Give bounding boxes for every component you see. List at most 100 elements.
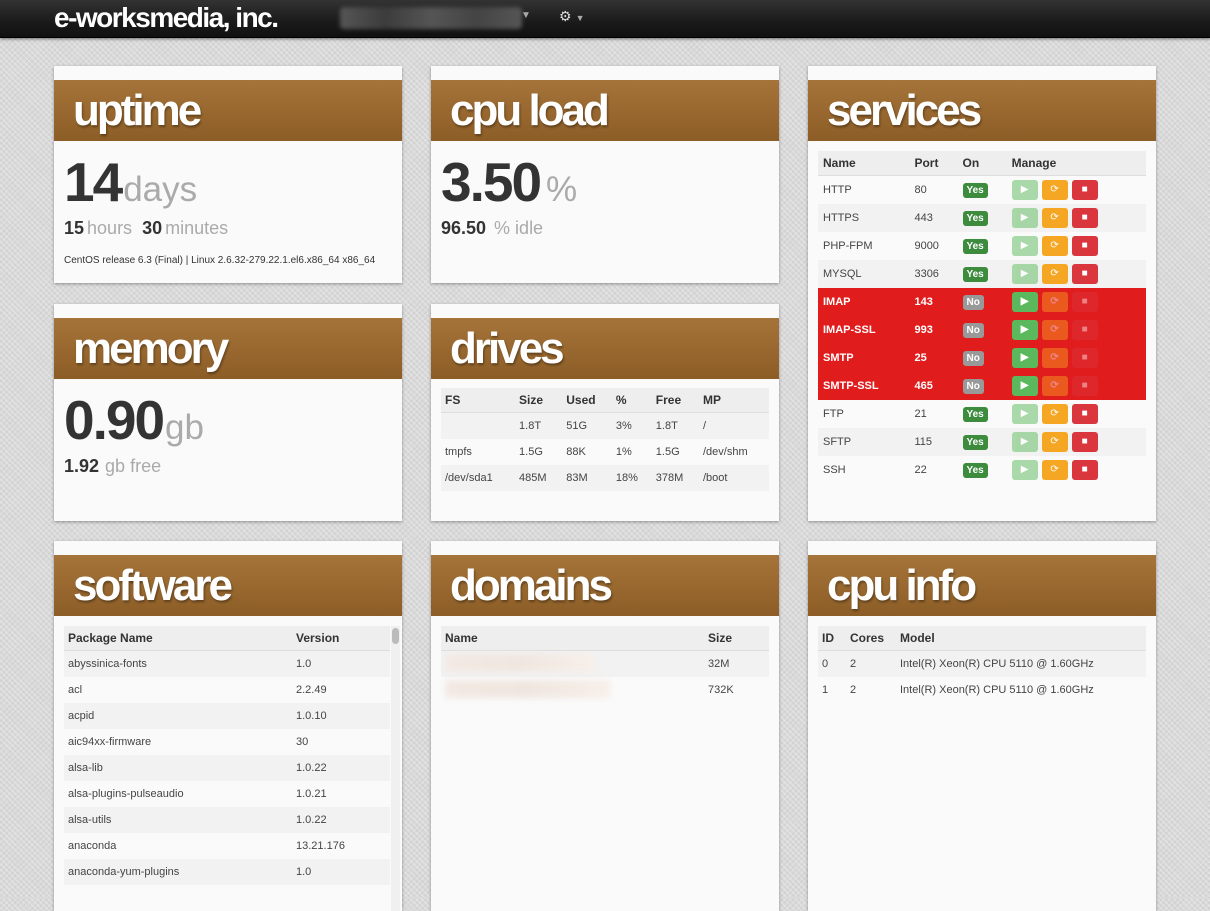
start-button[interactable]: ▶ xyxy=(1011,432,1038,452)
restart-button[interactable]: ⟳ xyxy=(1041,432,1068,452)
stop-button[interactable]: ■ xyxy=(1071,180,1098,200)
panel-header: memory xyxy=(54,318,402,379)
start-button[interactable]: ▶ xyxy=(1011,404,1038,424)
service-row: HTTP 80 Yes ▶ ⟳ ■ xyxy=(818,176,1146,205)
service-on-cell: Yes xyxy=(957,204,1007,232)
restart-button[interactable]: ⟳ xyxy=(1041,292,1068,312)
package-row: acpid 1.0.10 xyxy=(64,703,390,729)
service-manage-cell: ▶ ⟳ ■ xyxy=(1007,176,1146,205)
restart-button[interactable]: ⟳ xyxy=(1041,236,1068,256)
status-badge: Yes xyxy=(962,462,988,478)
start-button[interactable]: ▶ xyxy=(1011,348,1038,368)
cpu-cell: 2 xyxy=(850,684,857,696)
col-domain-size: Size xyxy=(704,626,769,651)
panel-header: software xyxy=(54,555,402,616)
panel-header: domains xyxy=(431,555,779,616)
drives-title: drives xyxy=(450,324,565,373)
restart-button[interactable]: ⟳ xyxy=(1041,320,1068,340)
restart-button[interactable]: ⟳ xyxy=(1041,404,1068,424)
stop-button[interactable]: ■ xyxy=(1071,320,1098,340)
service-row: SMTP-SSL 465 No ▶ ⟳ ■ xyxy=(818,372,1146,400)
uptime-minutes: 30 xyxy=(142,218,163,238)
stop-button[interactable]: ■ xyxy=(1071,460,1098,480)
start-button[interactable]: ▶ xyxy=(1011,460,1038,480)
status-badge: Yes xyxy=(962,238,988,254)
restart-button[interactable]: ⟳ xyxy=(1041,348,1068,368)
start-button[interactable]: ▶ xyxy=(1011,264,1038,284)
col-on: On xyxy=(957,151,1007,176)
drive-cell xyxy=(441,412,516,439)
service-name: PHP-FPM xyxy=(823,240,873,252)
status-badge: No xyxy=(962,378,984,394)
start-button[interactable]: ▶ xyxy=(1011,292,1038,312)
package-name: alsa-utils xyxy=(64,807,292,833)
restart-button[interactable]: ⟳ xyxy=(1041,180,1068,200)
package-version: 13.21.176 xyxy=(296,840,345,852)
os-info: CentOS release 6.3 (Final) | Linux 2.6.3… xyxy=(64,255,376,266)
drive-cell: 1.5G xyxy=(519,446,543,458)
drive-row: 1.8T 51G 3% 1.8T / xyxy=(441,412,769,439)
package-row: anaconda-yum-plugins 1.0 xyxy=(64,859,390,885)
services-title: services xyxy=(827,86,982,135)
package-name: alsa-plugins-pulseaudio xyxy=(68,788,184,800)
package-name: aic94xx-firmware xyxy=(68,736,152,748)
domain-row: 32M xyxy=(441,650,769,677)
package-row: aic94xx-firmware 30 xyxy=(64,729,390,755)
package-row: alsa-utils 1.0.22 xyxy=(64,807,390,833)
service-on-cell: Yes xyxy=(958,400,1007,428)
software-table: Package Name Version abyssinica-fonts 1.0… xyxy=(64,626,390,885)
stop-button[interactable]: ■ xyxy=(1071,404,1098,424)
start-button[interactable]: ▶ xyxy=(1011,236,1038,256)
chevron-down-icon[interactable]: ▼ xyxy=(521,10,531,21)
drive-cell: /dev/shm xyxy=(703,446,748,458)
uptime-hours-unit: hours xyxy=(87,218,133,238)
start-button[interactable]: ▶ xyxy=(1011,376,1038,396)
stop-button[interactable]: ■ xyxy=(1071,208,1098,228)
domain-name-redacted xyxy=(441,650,704,677)
service-port: 22 xyxy=(914,464,927,476)
drive-row: tmpfs 1.5G 88K 1% 1.5G/dev/shm xyxy=(441,439,769,465)
domain-row: 732K xyxy=(441,677,769,703)
scrollbar[interactable] xyxy=(391,626,400,911)
drive-cell: 88K xyxy=(566,446,586,458)
col-mp: MP xyxy=(699,388,769,413)
stop-button[interactable]: ■ xyxy=(1071,236,1098,256)
col-version: Version xyxy=(292,626,390,651)
drives-panel: drives FS Size Used % Free MP 1.8T 51G 3% 1… xyxy=(431,304,779,521)
service-name: HTTPS xyxy=(818,204,910,232)
stop-button[interactable]: ■ xyxy=(1071,348,1098,368)
service-name: FTP xyxy=(823,408,844,420)
cpu-load-panel: cpu load 3.50 % 96.50 % idle xyxy=(431,66,779,283)
start-button[interactable]: ▶ xyxy=(1011,208,1038,228)
package-version: 1.0 xyxy=(292,650,390,677)
restart-button[interactable]: ⟳ xyxy=(1041,376,1068,396)
package-version: 30 xyxy=(296,736,309,748)
stop-button[interactable]: ■ xyxy=(1071,292,1098,312)
start-button[interactable]: ▶ xyxy=(1011,180,1038,200)
package-row: alsa-plugins-pulseaudio 1.0.21 xyxy=(64,781,390,807)
scrollbar-thumb[interactable] xyxy=(392,628,399,644)
service-row: IMAP-SSL 993 No ▶ ⟳ ■ xyxy=(818,316,1146,344)
package-name: acpid xyxy=(64,703,292,729)
start-button[interactable]: ▶ xyxy=(1011,320,1038,340)
restart-button[interactable]: ⟳ xyxy=(1041,460,1068,480)
service-port: 465 xyxy=(909,372,958,400)
stop-button[interactable]: ■ xyxy=(1071,376,1098,396)
memory-panel: memory 0.90 gb 1.92 gb free xyxy=(54,304,402,521)
stop-button[interactable]: ■ xyxy=(1071,264,1098,284)
cpu-idle-unit: % idle xyxy=(494,218,544,238)
service-on-cell: Yes xyxy=(958,232,1007,260)
host-selector[interactable] xyxy=(340,7,522,29)
services-panel: services Name Port On Manage HTTP 80 Yes ▶ ⟳… xyxy=(808,66,1156,521)
settings-menu[interactable]: ⚙ ▼ xyxy=(559,8,584,25)
brand-logo[interactable]: e-worksmedia, inc. xyxy=(54,2,279,33)
restart-button[interactable]: ⟳ xyxy=(1041,208,1068,228)
restart-button[interactable]: ⟳ xyxy=(1041,264,1068,284)
cpu-load-value: 3.50 xyxy=(441,151,542,213)
col-used: Used xyxy=(562,388,612,413)
package-row: abyssinica-fonts 1.0 xyxy=(64,650,390,677)
stop-button[interactable]: ■ xyxy=(1071,432,1098,452)
cpu-info-panel: cpu info ID Cores Model 0 2 Intel(R) Xeon(… xyxy=(808,541,1156,911)
drive-cell: 18% xyxy=(611,465,652,491)
package-version: 1.0.22 xyxy=(292,807,390,833)
